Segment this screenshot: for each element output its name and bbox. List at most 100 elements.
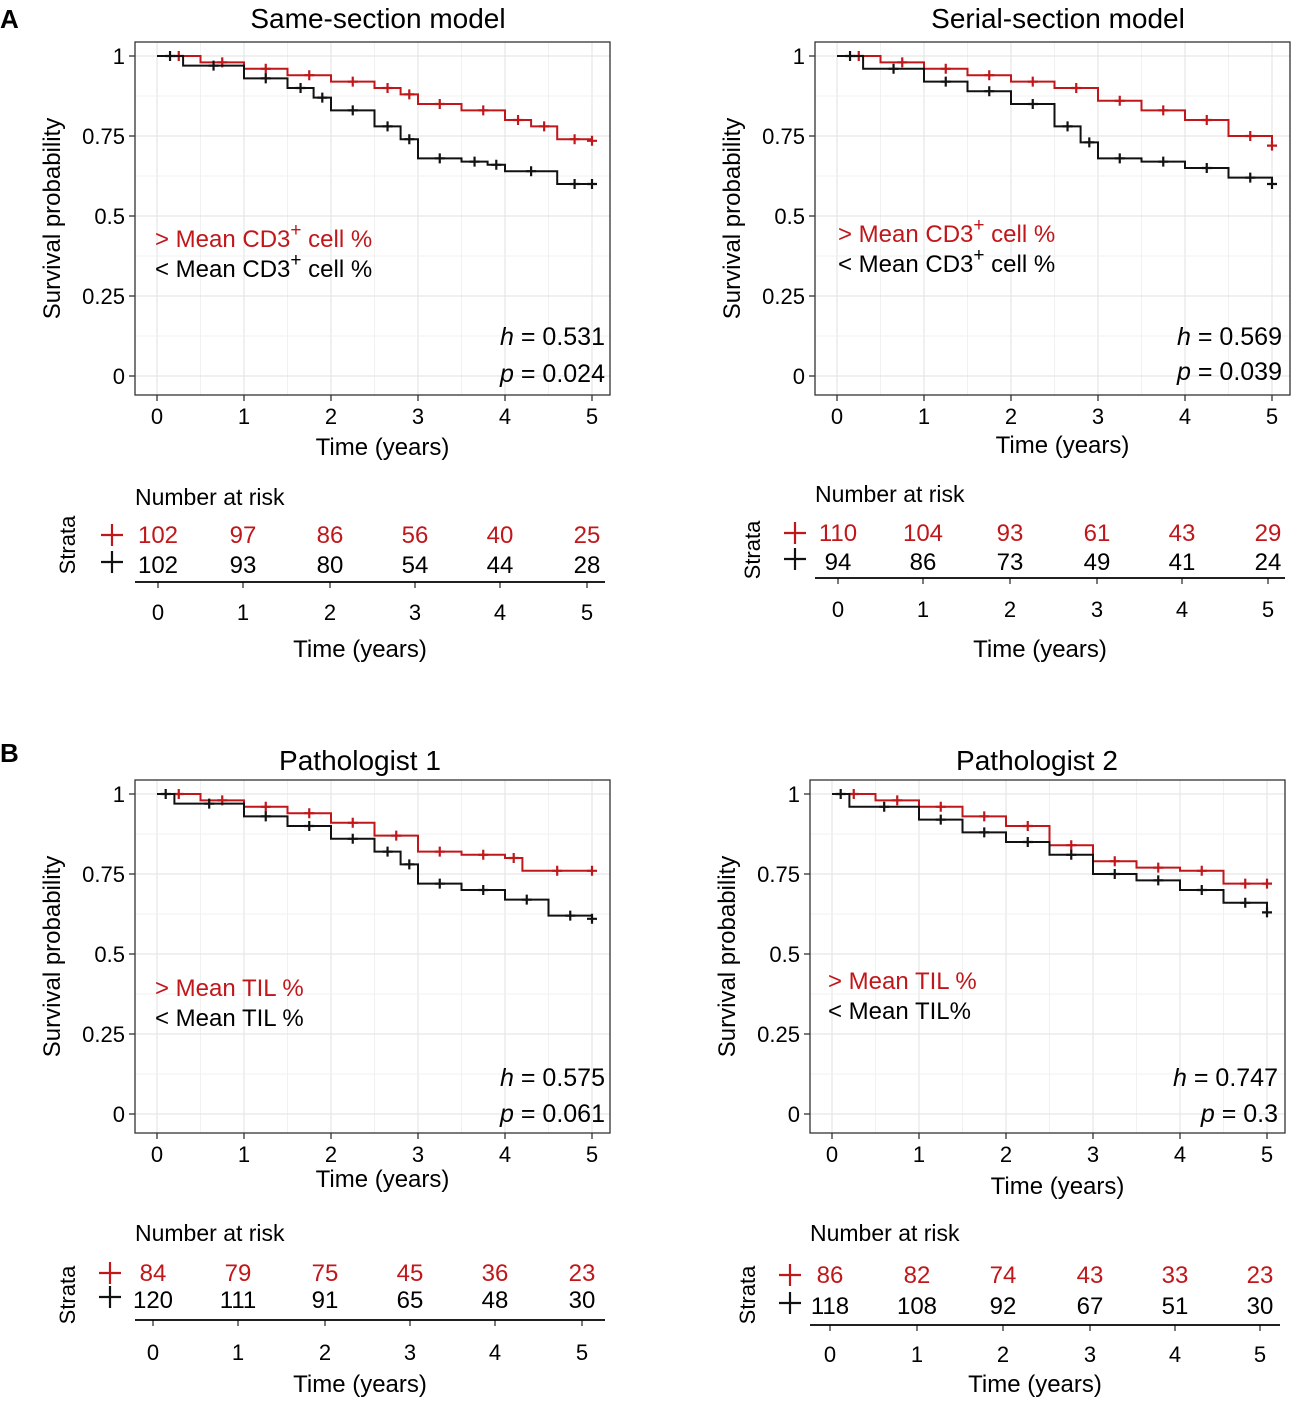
y-tick-label: 0.75 xyxy=(757,862,800,887)
hazard-ratio: h = 0.747 xyxy=(1173,1064,1278,1092)
risk-count-high: 56 xyxy=(402,522,429,549)
risk-x-tick-label: 1 xyxy=(232,1340,244,1365)
censor-mark xyxy=(304,821,315,831)
risk-x-tick-label: 3 xyxy=(1091,597,1103,622)
plot-panel xyxy=(814,41,1291,396)
censor-mark xyxy=(478,885,489,895)
censor-mark xyxy=(879,801,890,812)
risk-count-high: 36 xyxy=(482,1260,509,1287)
legend-high: > Mean CD3+ cell % xyxy=(155,220,372,253)
risk-count-low: 67 xyxy=(1077,1293,1104,1320)
strata-label: Strata xyxy=(740,520,765,579)
censor-mark xyxy=(173,789,184,799)
x-tick-label: 3 xyxy=(1092,404,1104,429)
y-tick-label: 0 xyxy=(113,1102,125,1127)
plot-panel xyxy=(134,41,611,396)
risk-x-tick-label: 1 xyxy=(917,597,929,622)
risk-x-tick-label: 4 xyxy=(489,1340,501,1365)
censor-mark xyxy=(347,817,358,828)
censor-mark xyxy=(1071,83,1082,93)
risk-x-axis-label: Time (years) xyxy=(293,636,427,663)
risk-table-title: Number at risk xyxy=(135,1220,285,1246)
y-tick-label: 0 xyxy=(788,1102,800,1127)
risk-count-low: 30 xyxy=(1247,1293,1274,1320)
x-tick-label: 5 xyxy=(1266,404,1278,429)
y-tick-label: 1 xyxy=(788,782,800,807)
survival-curve-low xyxy=(157,793,593,919)
censor-mark xyxy=(1027,76,1038,87)
risk-count-low: 30 xyxy=(569,1287,596,1314)
risk-count-high: 45 xyxy=(397,1260,424,1287)
risk-x-tick-label: 0 xyxy=(832,597,844,622)
risk-x-tick-label: 2 xyxy=(319,1340,331,1365)
hazard-ratio: h = 0.569 xyxy=(1177,323,1282,351)
censor-mark xyxy=(1201,163,1212,173)
x-tick-label: 3 xyxy=(1087,1142,1099,1167)
panel-label-a: A xyxy=(0,4,19,34)
x-axis-label: Time (years) xyxy=(316,1166,450,1193)
censor-mark xyxy=(1262,907,1272,918)
risk-count-high: 40 xyxy=(487,522,514,549)
risk-count-low: 54 xyxy=(402,552,429,579)
censor-mark xyxy=(478,105,489,116)
x-tick-label: 1 xyxy=(238,1142,250,1167)
censor-mark xyxy=(587,135,597,146)
censor-mark xyxy=(208,60,219,71)
risk-count-high: 86 xyxy=(317,522,344,549)
plot-panel xyxy=(809,779,1286,1134)
risk-x-axis-label: Time (years) xyxy=(973,636,1107,663)
x-tick-label: 5 xyxy=(586,1142,598,1167)
censor-mark xyxy=(1240,878,1251,889)
censor-mark xyxy=(260,801,271,812)
survival-curve-high xyxy=(837,55,1273,146)
hazard-ratio: h = 0.531 xyxy=(500,323,605,351)
risk-count-low: 48 xyxy=(482,1287,509,1314)
survival-curve-high xyxy=(157,793,592,872)
risk-count-low: 91 xyxy=(312,1287,339,1314)
risk-table-title: Number at risk xyxy=(815,481,965,507)
censor-mark xyxy=(382,83,393,93)
censor-mark xyxy=(979,811,990,822)
x-axis-label: Time (years) xyxy=(316,434,450,461)
y-tick-label: 1 xyxy=(793,44,805,69)
risk-x-tick-label: 4 xyxy=(1169,1342,1181,1367)
censor-mark xyxy=(1240,897,1251,908)
x-tick-label: 4 xyxy=(499,404,511,429)
legend-high: > Mean TIL % xyxy=(828,968,977,995)
censor-mark xyxy=(1245,131,1256,141)
risk-count-high: 74 xyxy=(990,1262,1017,1289)
strata-low-marker xyxy=(779,1292,801,1314)
censor-mark xyxy=(1153,862,1164,873)
censor-mark xyxy=(892,795,903,806)
censor-mark xyxy=(404,89,415,100)
censor-mark xyxy=(1153,875,1164,886)
y-tick-label: 0.75 xyxy=(762,124,805,149)
risk-count-low: 108 xyxy=(897,1293,937,1320)
censor-mark xyxy=(165,51,176,61)
risk-x-tick-label: 1 xyxy=(237,600,249,625)
censor-mark xyxy=(587,179,597,189)
x-tick-label: 3 xyxy=(412,404,424,429)
y-tick-label: 0 xyxy=(113,364,125,389)
risk-x-tick-label: 3 xyxy=(404,1340,416,1365)
censor-mark xyxy=(404,134,415,145)
risk-count-low: 102 xyxy=(138,552,178,579)
risk-x-tick-label: 3 xyxy=(409,600,421,625)
y-tick-label: 0.75 xyxy=(82,124,125,149)
censor-mark xyxy=(845,51,856,61)
x-tick-label: 2 xyxy=(1005,404,1017,429)
risk-count-high: 104 xyxy=(903,520,943,547)
censor-mark xyxy=(888,63,899,74)
p-value: p = 0.3 xyxy=(1200,1100,1278,1128)
legend-high: > Mean CD3+ cell % xyxy=(838,215,1055,248)
risk-x-axis-label: Time (years) xyxy=(968,1371,1102,1398)
censor-mark xyxy=(304,70,315,81)
censor-mark xyxy=(1196,885,1207,895)
censor-mark xyxy=(1158,156,1169,167)
censor-mark xyxy=(1158,105,1169,116)
censor-mark xyxy=(513,115,524,125)
censor-mark xyxy=(1109,869,1120,879)
censor-mark xyxy=(260,63,271,74)
risk-x-tick-label: 4 xyxy=(1176,597,1188,622)
